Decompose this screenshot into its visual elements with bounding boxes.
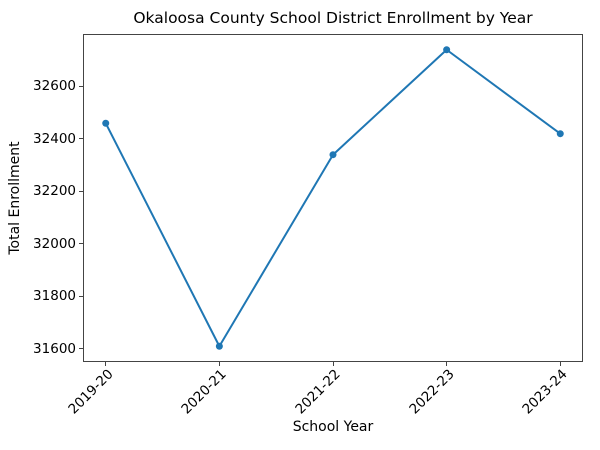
x-axis-label: School Year — [292, 419, 374, 435]
y-tick-label: 31800 — [33, 288, 76, 305]
y-tick-label: 32000 — [33, 235, 76, 252]
y-tick-mark — [79, 85, 83, 87]
x-tick-mark — [332, 362, 334, 366]
y-tick-mark — [79, 138, 83, 140]
y-tick-mark — [79, 243, 83, 245]
x-tick-mark — [218, 362, 220, 366]
y-tick-label: 32200 — [33, 183, 76, 200]
y-tick-label: 32600 — [33, 78, 76, 95]
data-point — [102, 119, 110, 127]
y-tick-mark — [79, 190, 83, 192]
y-tick-label: 32400 — [33, 130, 76, 147]
data-point — [329, 151, 337, 159]
data-point — [215, 342, 223, 350]
series-line — [104, 48, 562, 348]
chart-title: Okaloosa County School District Enrollme… — [133, 9, 533, 27]
y-tick-mark — [79, 295, 83, 297]
data-point — [443, 46, 451, 54]
data-point — [556, 130, 564, 138]
x-tick-mark — [105, 362, 107, 366]
x-tick-mark — [559, 362, 561, 366]
x-tick-mark — [446, 362, 448, 366]
y-tick-label: 31600 — [33, 340, 76, 357]
y-tick-mark — [79, 348, 83, 350]
